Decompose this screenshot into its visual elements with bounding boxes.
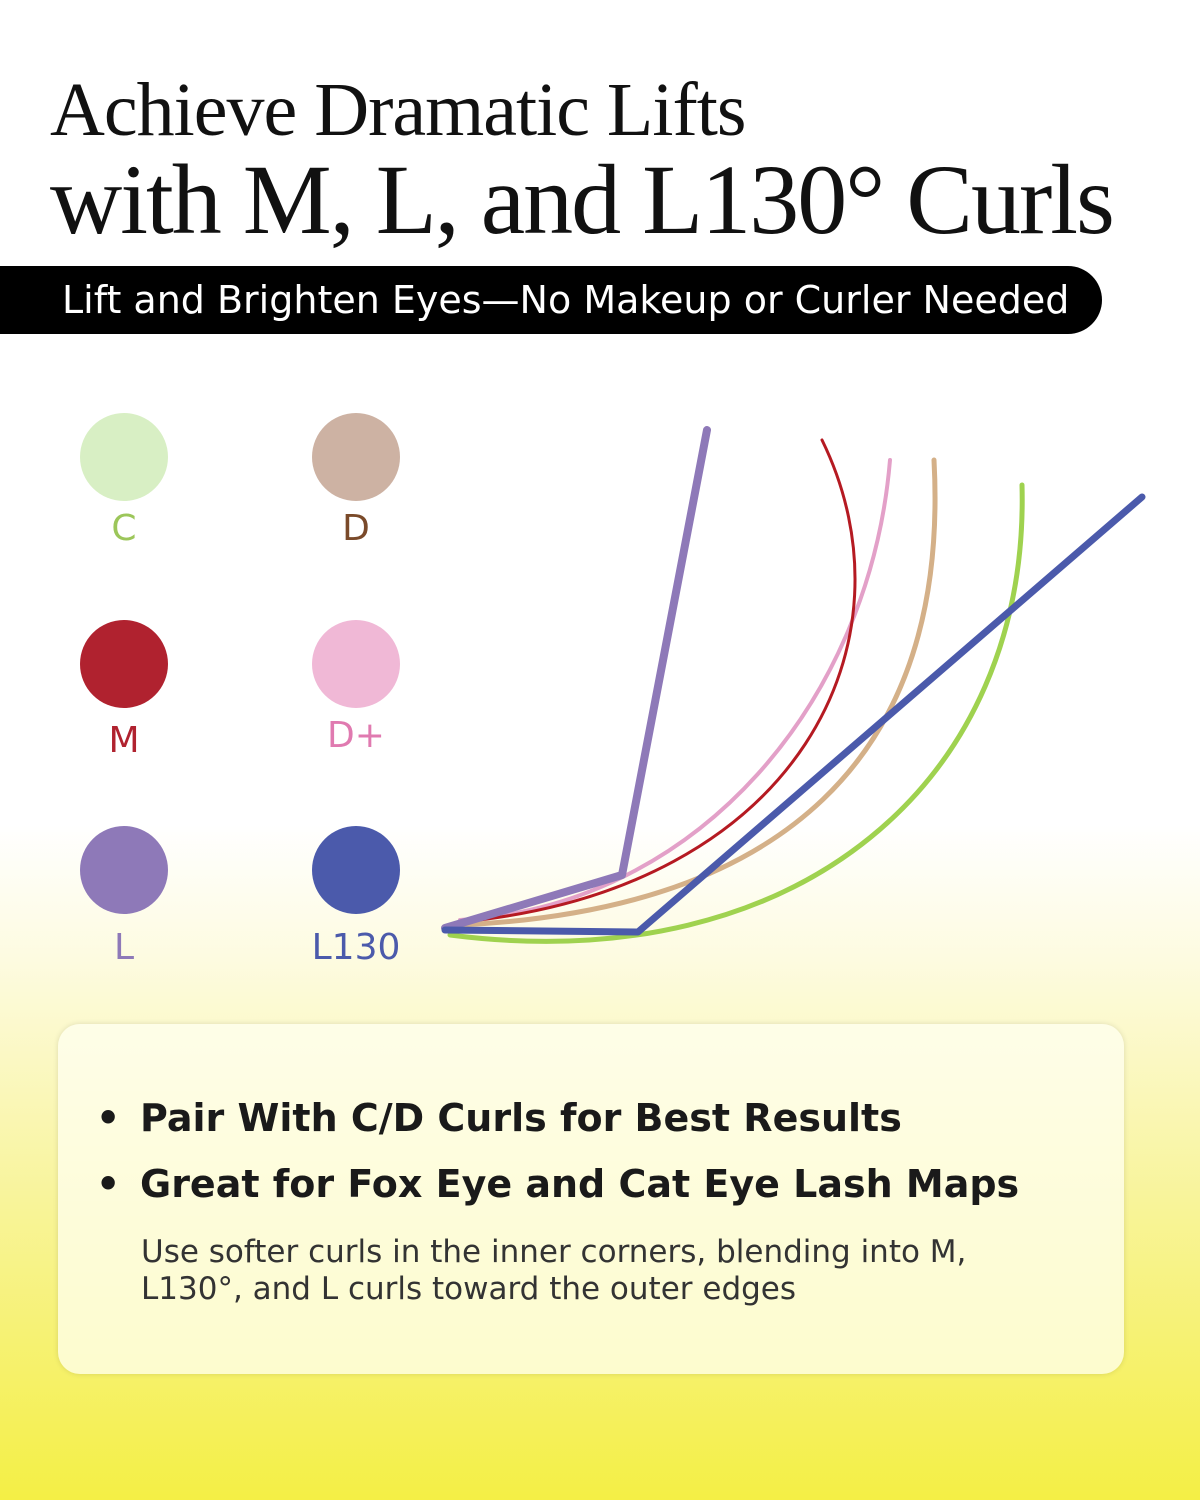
curl-line-l130	[441, 493, 1146, 936]
curl-line-d	[457, 457, 938, 928]
subtitle-banner: Lift and Brighten Eyes—No Makeup or Curl…	[0, 266, 1102, 334]
bullet-item: • Great for Fox Eye and Cat Eye Lash Maps	[96, 1162, 1019, 1206]
swatch-c	[80, 413, 168, 501]
bullet-item: • Pair With C/D Curls for Best Results	[96, 1096, 902, 1140]
tips-card	[58, 1024, 1124, 1374]
swatch-d	[312, 413, 400, 501]
curl-diagram	[441, 426, 1146, 944]
bullet-text: Great for Fox Eye and Cat Eye Lash Maps	[140, 1162, 1020, 1206]
swatch-m	[80, 620, 168, 708]
swatch-l	[80, 826, 168, 914]
label-l130: L130	[311, 927, 401, 968]
swatch-l130	[312, 826, 400, 914]
label-d: D	[342, 508, 370, 549]
label-m: M	[108, 720, 140, 761]
bullet-dot: •	[96, 1096, 121, 1140]
bullet-dot: •	[96, 1162, 121, 1206]
curl-line-m	[458, 438, 857, 924]
tip-note: Use softer curls in the inner corners, b…	[141, 1234, 967, 1307]
label-l: L	[113, 927, 135, 968]
curl-line-l	[441, 426, 711, 932]
swatch-d-plus	[312, 620, 400, 708]
curl-line-d-plus	[458, 458, 892, 922]
bullet-text: Pair With C/D Curls for Best Results	[140, 1096, 902, 1140]
label-d-plus: D+	[327, 715, 385, 756]
heading-line-1: Achieve Dramatic Lifts	[50, 68, 746, 152]
heading-line-2: with M, L, and L130° Curls	[50, 144, 1115, 255]
curl-line-c	[447, 482, 1025, 944]
label-c: C	[111, 508, 137, 549]
